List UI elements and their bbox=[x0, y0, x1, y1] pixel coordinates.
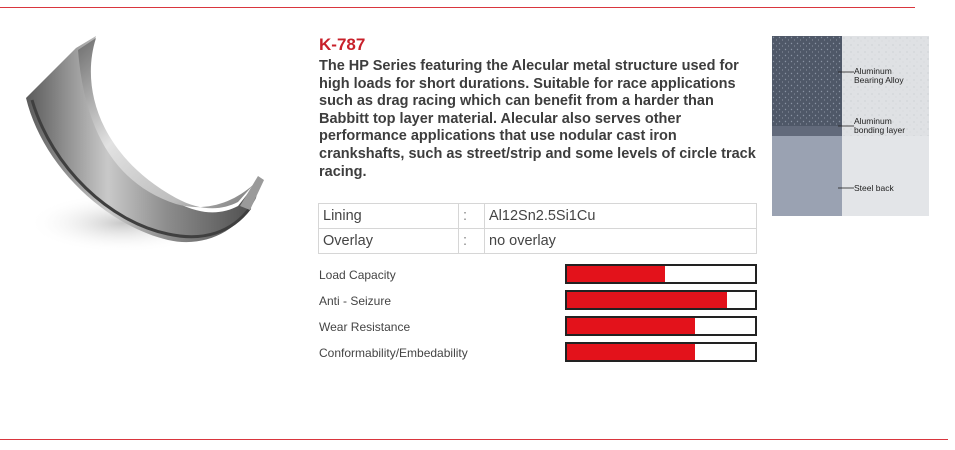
ratings-list: Load Capacity Anti - Seizure Wear Resist… bbox=[319, 263, 759, 367]
rating-anti-seizure: Anti - Seizure bbox=[319, 289, 759, 315]
rating-label: Conformability/Embedability bbox=[319, 346, 468, 360]
bottom-divider bbox=[0, 439, 948, 440]
spec-label: Overlay bbox=[318, 228, 459, 254]
table-row: Lining : Al12Sn2.5Si1Cu bbox=[318, 203, 757, 229]
diagram-label: bonding layer bbox=[854, 125, 905, 135]
rating-label: Wear Resistance bbox=[319, 320, 411, 334]
layer-structure-diagram: Aluminum Bearing Alloy Aluminum bonding … bbox=[772, 36, 929, 216]
rating-wear-resistance: Wear Resistance bbox=[319, 315, 759, 341]
diagram-label: Steel back bbox=[854, 183, 894, 193]
spec-separator: : bbox=[458, 203, 485, 229]
diagram-label: Aluminum bbox=[854, 116, 892, 126]
rating-fill bbox=[567, 292, 727, 308]
spec-separator: : bbox=[458, 228, 485, 254]
table-row: Overlay : no overlay bbox=[318, 228, 757, 254]
rating-load-capacity: Load Capacity bbox=[319, 263, 759, 289]
rating-bar bbox=[565, 264, 757, 284]
spec-value: no overlay bbox=[484, 228, 757, 254]
rating-fill bbox=[567, 266, 665, 282]
product-description: The HP Series featuring the Alecular met… bbox=[319, 58, 756, 180]
rating-label: Load Capacity bbox=[319, 268, 396, 282]
diagram-bonding-layer bbox=[772, 126, 842, 136]
diagram-label: Aluminum bbox=[854, 66, 892, 76]
bearing-shell-icon bbox=[26, 36, 264, 253]
diagram-steel-back bbox=[772, 136, 842, 216]
spec-table: Lining : Al12Sn2.5Si1Cu Overlay : no ove… bbox=[318, 203, 757, 254]
product-code: K-787 bbox=[319, 35, 366, 54]
rating-label: Anti - Seizure bbox=[319, 294, 392, 308]
rating-bar bbox=[565, 290, 757, 310]
spec-label: Lining bbox=[318, 203, 459, 229]
rating-bar bbox=[565, 316, 757, 336]
diagram-label: Bearing Alloy bbox=[854, 75, 904, 85]
rating-fill bbox=[567, 318, 695, 334]
rating-bar bbox=[565, 342, 757, 362]
top-divider bbox=[0, 7, 915, 8]
diagram-alloy-layer bbox=[772, 36, 842, 126]
rating-conformability: Conformability/Embedability bbox=[319, 341, 759, 367]
spec-value: Al12Sn2.5Si1Cu bbox=[484, 203, 757, 229]
rating-fill bbox=[567, 344, 695, 360]
